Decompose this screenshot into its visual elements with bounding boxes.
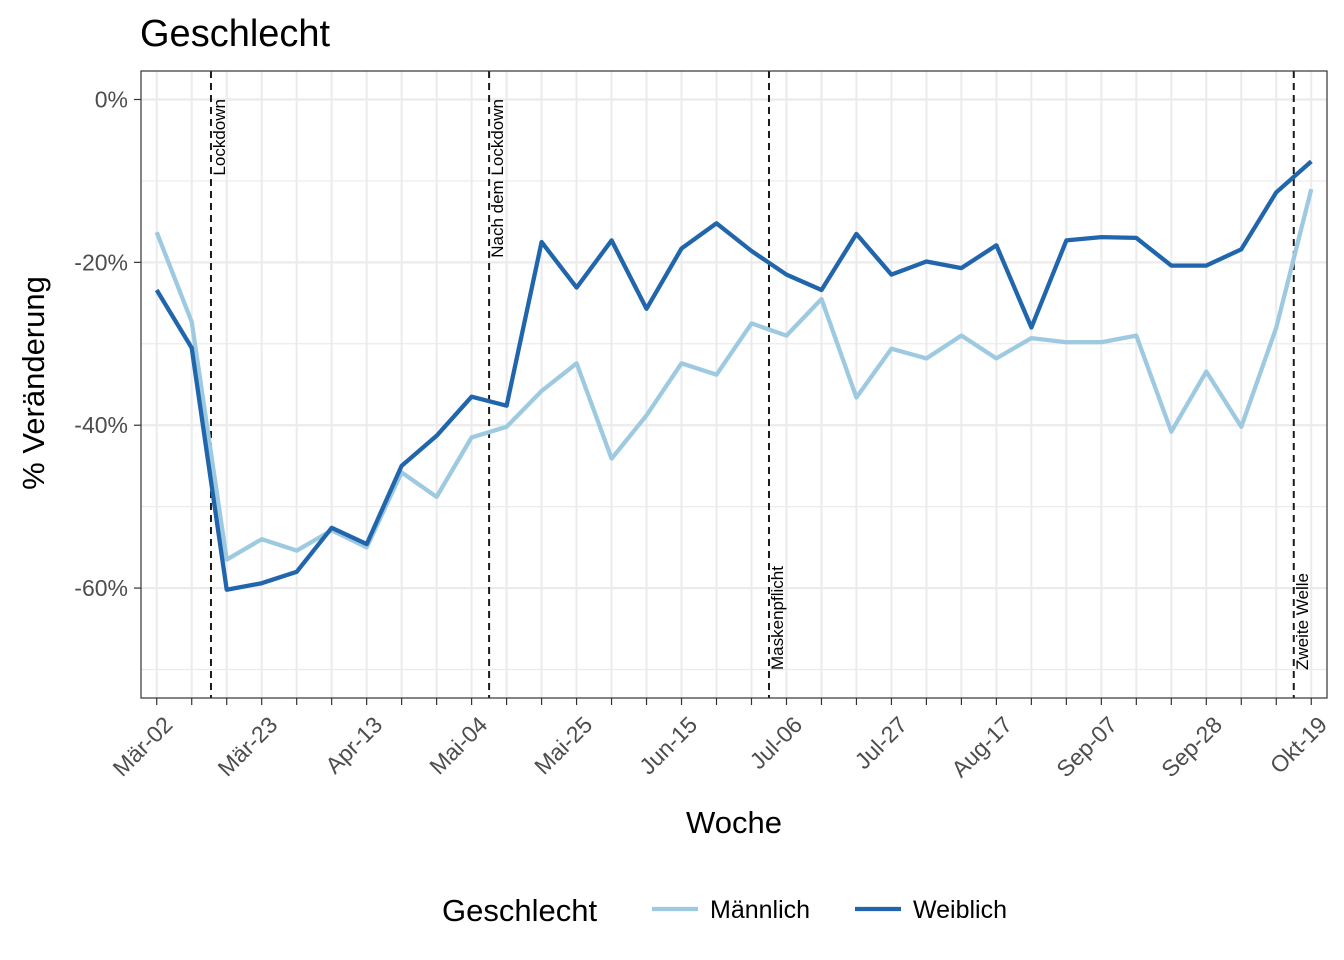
- event-label: Maskenpflicht: [768, 566, 787, 670]
- x-tick-label: Jun-15: [634, 711, 702, 779]
- x-tick-label: Aug-17: [946, 711, 1017, 782]
- y-tick-label: -60%: [74, 575, 128, 601]
- event-label: Lockdown: [210, 99, 229, 176]
- x-tick-label: Mai-04: [424, 711, 492, 779]
- y-tick-label: -40%: [74, 412, 128, 438]
- chart-title: Geschlecht: [140, 13, 331, 55]
- x-tick-label: Okt-19: [1265, 711, 1332, 778]
- y-axis: 0% -20% -40% -60%: [74, 87, 141, 601]
- x-tick-label: Mai-25: [529, 711, 597, 779]
- event-label: Zweite Welle: [1293, 573, 1312, 670]
- legend-label: Weiblich: [913, 896, 1007, 924]
- gridlines: [141, 71, 1327, 698]
- y-tick-label: 0%: [95, 87, 128, 113]
- event-label: Nach dem Lockdown: [488, 99, 507, 258]
- legend-label: Männlich: [710, 896, 810, 924]
- x-tick-label: Jul-06: [745, 711, 808, 774]
- series-lines: [154, 159, 1314, 592]
- series-line: [154, 188, 1314, 562]
- event-markers: Lockdown Nach dem Lockdown Maskenpflicht Zw…: [209, 71, 1312, 698]
- x-tick-label: Mär-23: [213, 711, 283, 781]
- x-tick-label: Sep-28: [1156, 711, 1227, 782]
- x-tick-label: Jul-27: [849, 711, 912, 774]
- x-axis: Mär-02 Mär-23 Apr-13 Mai-04 Mai-25 Jun-15 Jul-…: [108, 698, 1332, 782]
- x-tick-label: Mär-02: [108, 711, 178, 781]
- x-tick-label: Apr-13: [320, 711, 387, 778]
- y-axis-title: % Veränderung: [16, 276, 51, 490]
- series-line: [154, 159, 1313, 592]
- legend: Geschlecht Männlich Weiblich: [442, 893, 1007, 928]
- x-tick-label: Sep-07: [1051, 711, 1122, 782]
- plot-panel-border: [140, 70, 1328, 699]
- legend-title: Geschlecht: [442, 893, 597, 928]
- x-axis-title: Woche: [686, 805, 782, 840]
- y-tick-label: -20%: [74, 249, 128, 275]
